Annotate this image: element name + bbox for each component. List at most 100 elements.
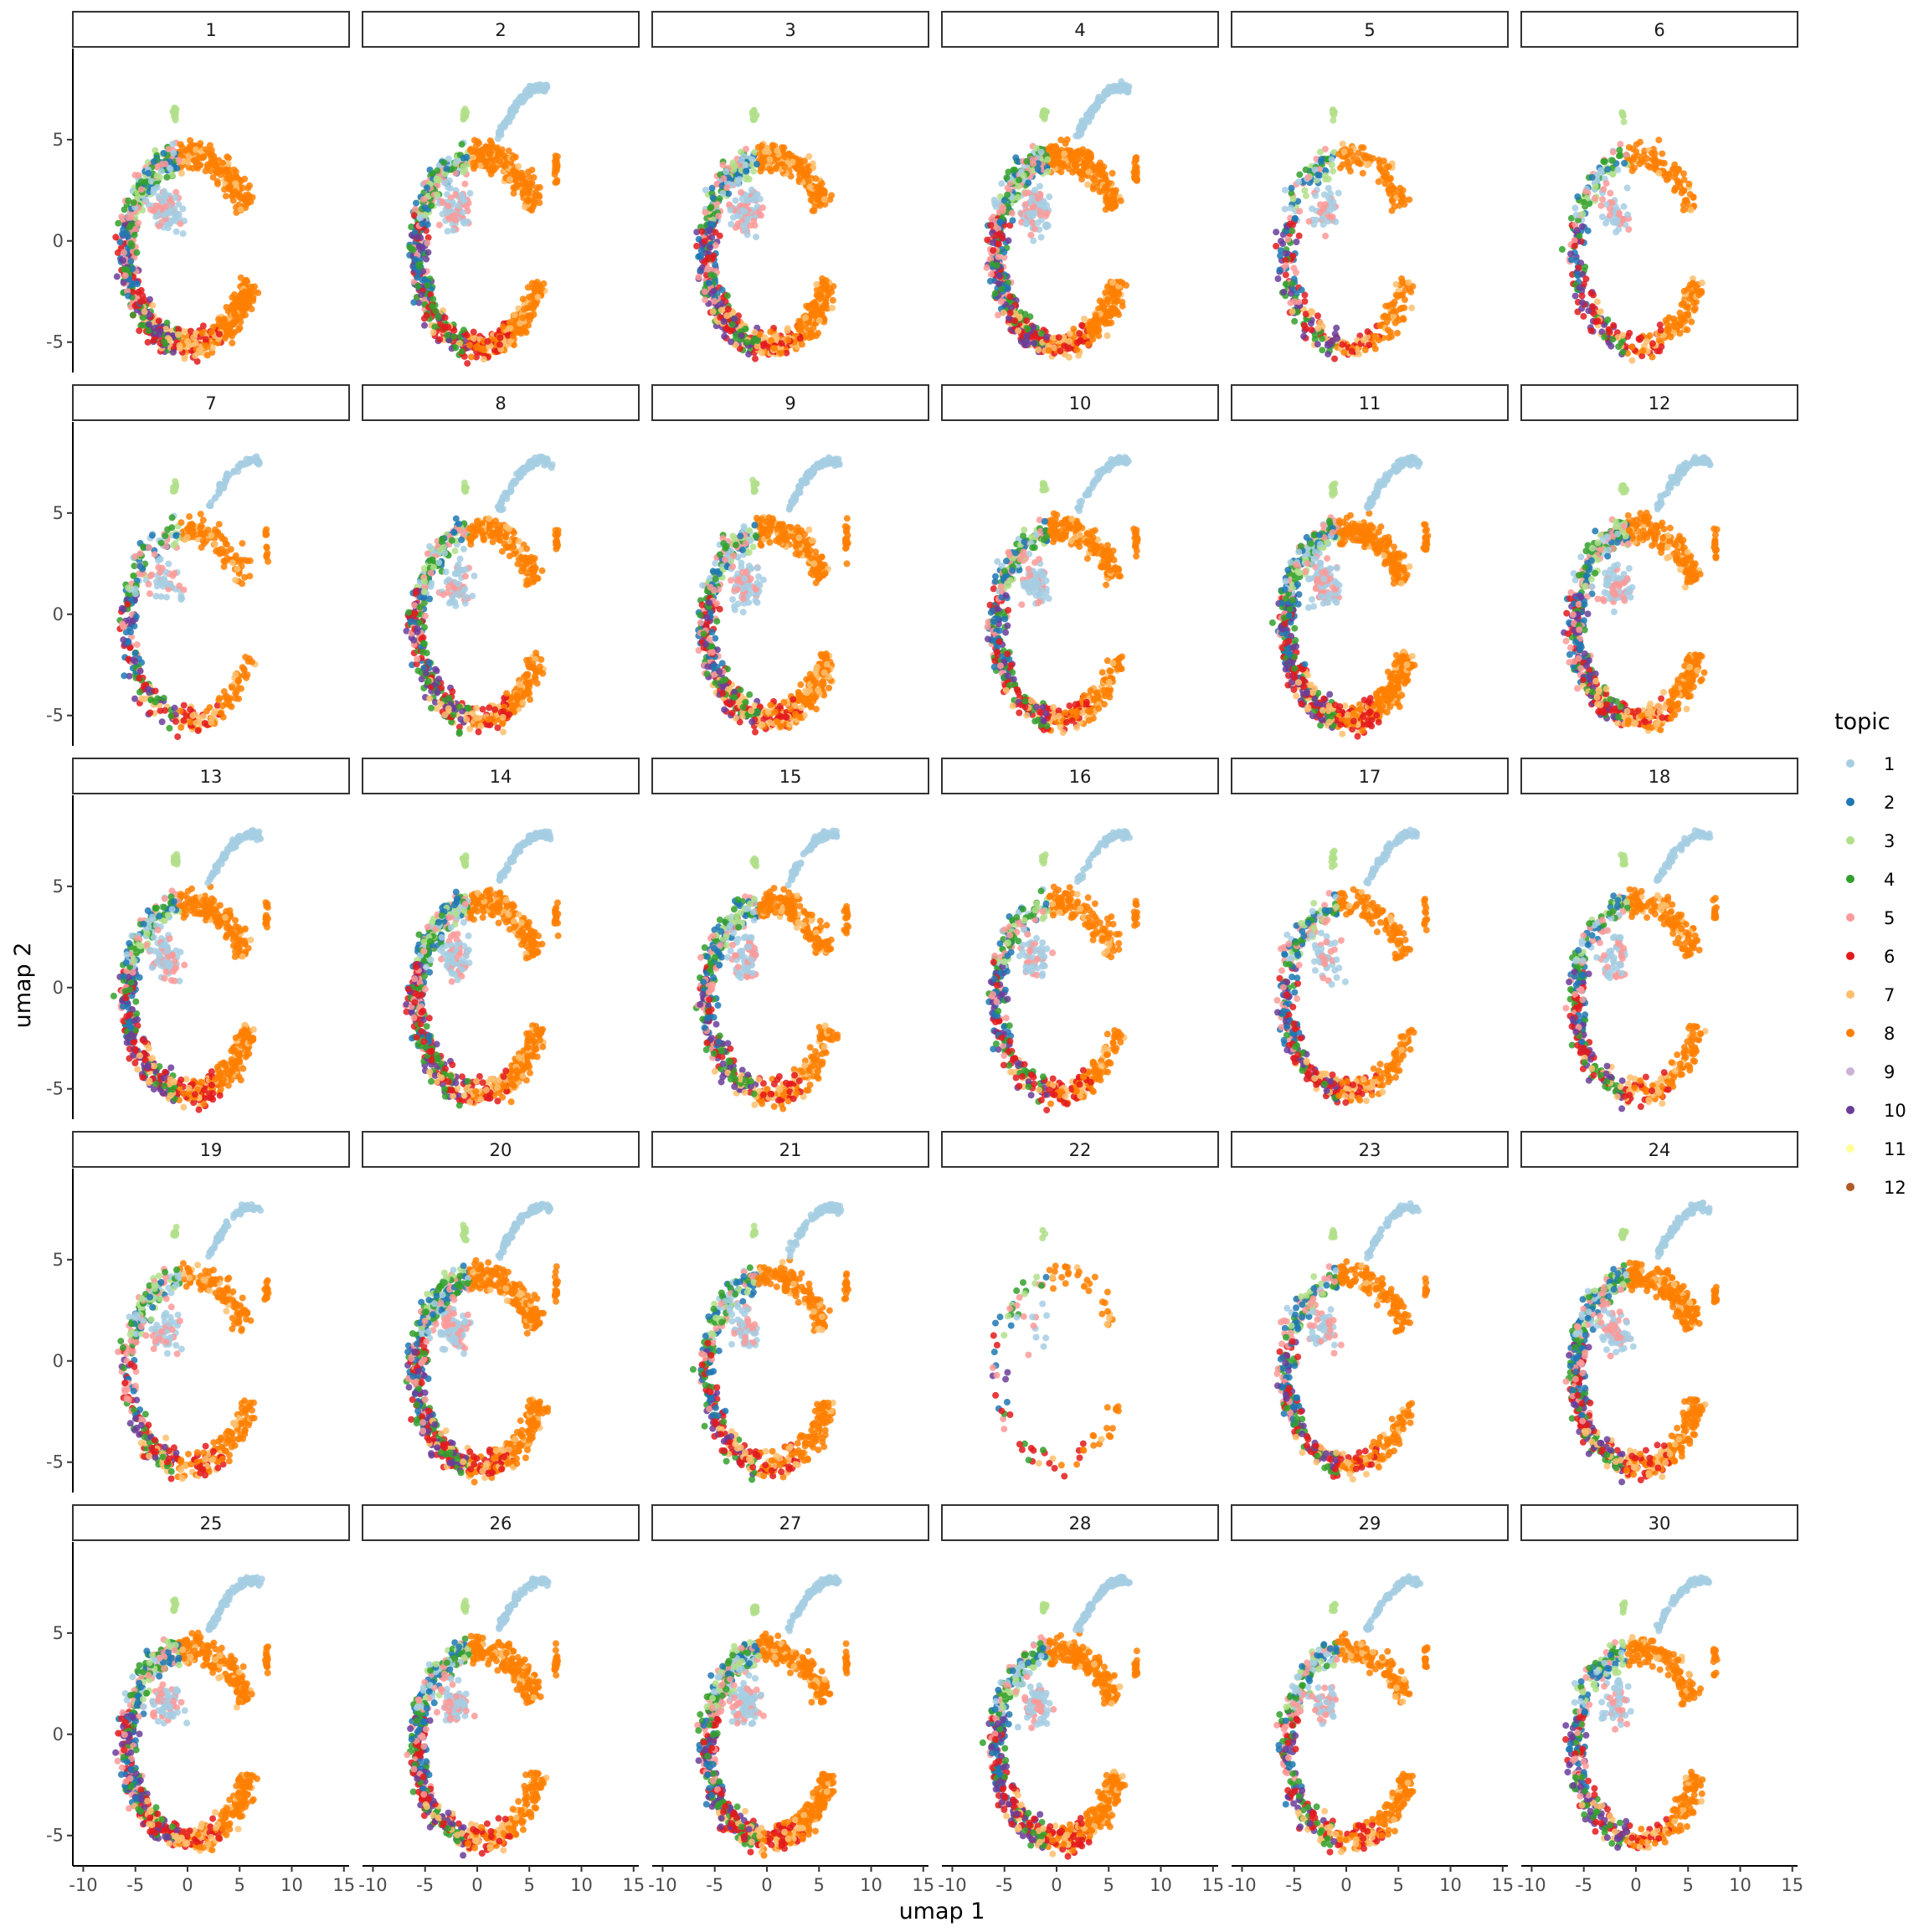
data-point-topic-4 [417,264,424,270]
data-point-topic-10 [1283,250,1289,257]
data-point-topic-10 [1333,325,1340,331]
data-point-topic-8 [1362,347,1369,353]
data-point-topic-4 [130,311,136,318]
data-point-topic-6 [137,299,144,306]
data-point-topic-1 [1614,167,1621,173]
data-point-topic-3 [434,192,440,198]
data-point-topic-6 [699,229,706,235]
data-point-topic-1 [172,206,178,213]
data-point-topic-8 [1104,296,1111,303]
data-point-topic-8 [1681,288,1688,295]
data-point-topic-5 [1291,298,1298,305]
data-point-topic-8 [553,156,559,162]
data-point-topic-5 [1610,149,1617,156]
data-point-topic-4 [452,345,459,352]
data-point-topic-8 [1655,136,1662,143]
data-point-topic-1 [1102,91,1109,98]
data-point-topic-8 [1355,160,1362,167]
data-point-topic-1 [535,84,542,90]
data-point-topic-7 [481,356,487,362]
data-point-topic-6 [1023,317,1030,324]
data-point-topic-8 [204,344,211,351]
data-point-topic-1 [162,211,168,218]
data-point-topic-7 [805,153,812,160]
data-point-topic-2 [415,270,422,276]
data-point-topic-8 [1078,176,1085,182]
data-point-topic-8 [468,354,475,361]
data-point-topic-10 [1273,229,1279,235]
data-point-topic-4 [429,303,435,310]
data-point-topic-8 [1390,308,1397,315]
data-point-topic-7 [505,341,512,347]
data-point-topic-8 [1110,194,1117,201]
data-point-topic-7 [1104,332,1111,339]
data-point-topic-10 [114,273,121,280]
data-point-topic-8 [782,154,789,161]
data-point-topic-4 [131,199,137,206]
data-point-topic-8 [820,280,826,286]
data-point-topic-8 [1376,178,1382,185]
data-point-topic-5 [463,203,470,209]
data-point-topic-5 [156,223,162,229]
data-point-topic-8 [767,328,774,335]
data-point-topic-5 [128,214,135,221]
data-point-topic-5 [1284,236,1291,243]
data-point-topic-1 [180,230,187,237]
data-point-topic-2 [412,256,419,263]
data-point-topic-7 [1688,207,1695,213]
data-point-topic-8 [1687,295,1694,302]
data-point-topic-2 [127,258,134,265]
data-point-topic-10 [1314,341,1321,347]
data-point-topic-2 [117,239,124,245]
data-point-topic-8 [1649,354,1656,361]
data-point-topic-6 [1580,313,1587,320]
data-point-topic-8 [794,165,800,172]
data-point-topic-6 [1349,348,1355,355]
data-point-topic-6 [995,241,1002,248]
data-point-topic-8 [808,197,815,203]
data-point-topic-5 [1031,226,1038,233]
data-point-topic-7 [718,307,725,314]
data-point-topic-5 [984,265,990,271]
data-point-topic-1 [1080,125,1087,131]
data-point-topic-1 [719,190,726,197]
data-point-topic-10 [1572,293,1579,300]
data-point-topic-7 [766,157,773,163]
data-point-topic-6 [1077,337,1083,344]
data-point-topic-8 [801,171,808,177]
data-point-topic-8 [810,324,817,331]
data-point-topic-1 [1335,190,1342,197]
data-point-topic-8 [1361,155,1368,162]
data-point-topic-1 [744,231,751,238]
data-point-topic-8 [1046,146,1052,153]
data-point-topic-8 [500,323,507,330]
data-point-topic-7 [1628,357,1635,364]
data-point-topic-1 [1090,107,1097,114]
data-point-topic-5 [1326,213,1333,220]
data-point-topic-5 [755,209,762,216]
data-point-topic-8 [1677,321,1684,328]
data-point-topic-2 [161,150,167,157]
data-point-topic-3 [1330,108,1336,115]
data-point-topic-6 [1076,330,1083,337]
data-point-topic-2 [1292,215,1299,222]
data-point-topic-8 [800,324,806,331]
data-point-topic-4 [161,338,167,345]
data-point-topic-5 [998,298,1005,305]
data-point-topic-6 [1011,317,1018,324]
data-point-topic-8 [203,146,209,153]
data-point-topic-1 [991,197,998,203]
data-point-topic-8 [1636,161,1643,167]
data-point-topic-7 [752,329,759,336]
scatter-points [406,81,561,367]
data-point-topic-2 [725,190,732,197]
data-point-topic-2 [120,226,126,233]
data-point-topic-6 [987,222,994,229]
data-point-topic-6 [1657,321,1664,328]
facet-panel-2: 2 [363,12,639,367]
data-point-topic-2 [719,286,726,293]
data-point-topic-5 [452,191,459,198]
data-point-topic-5 [1322,201,1329,208]
data-point-topic-3 [1021,172,1027,179]
